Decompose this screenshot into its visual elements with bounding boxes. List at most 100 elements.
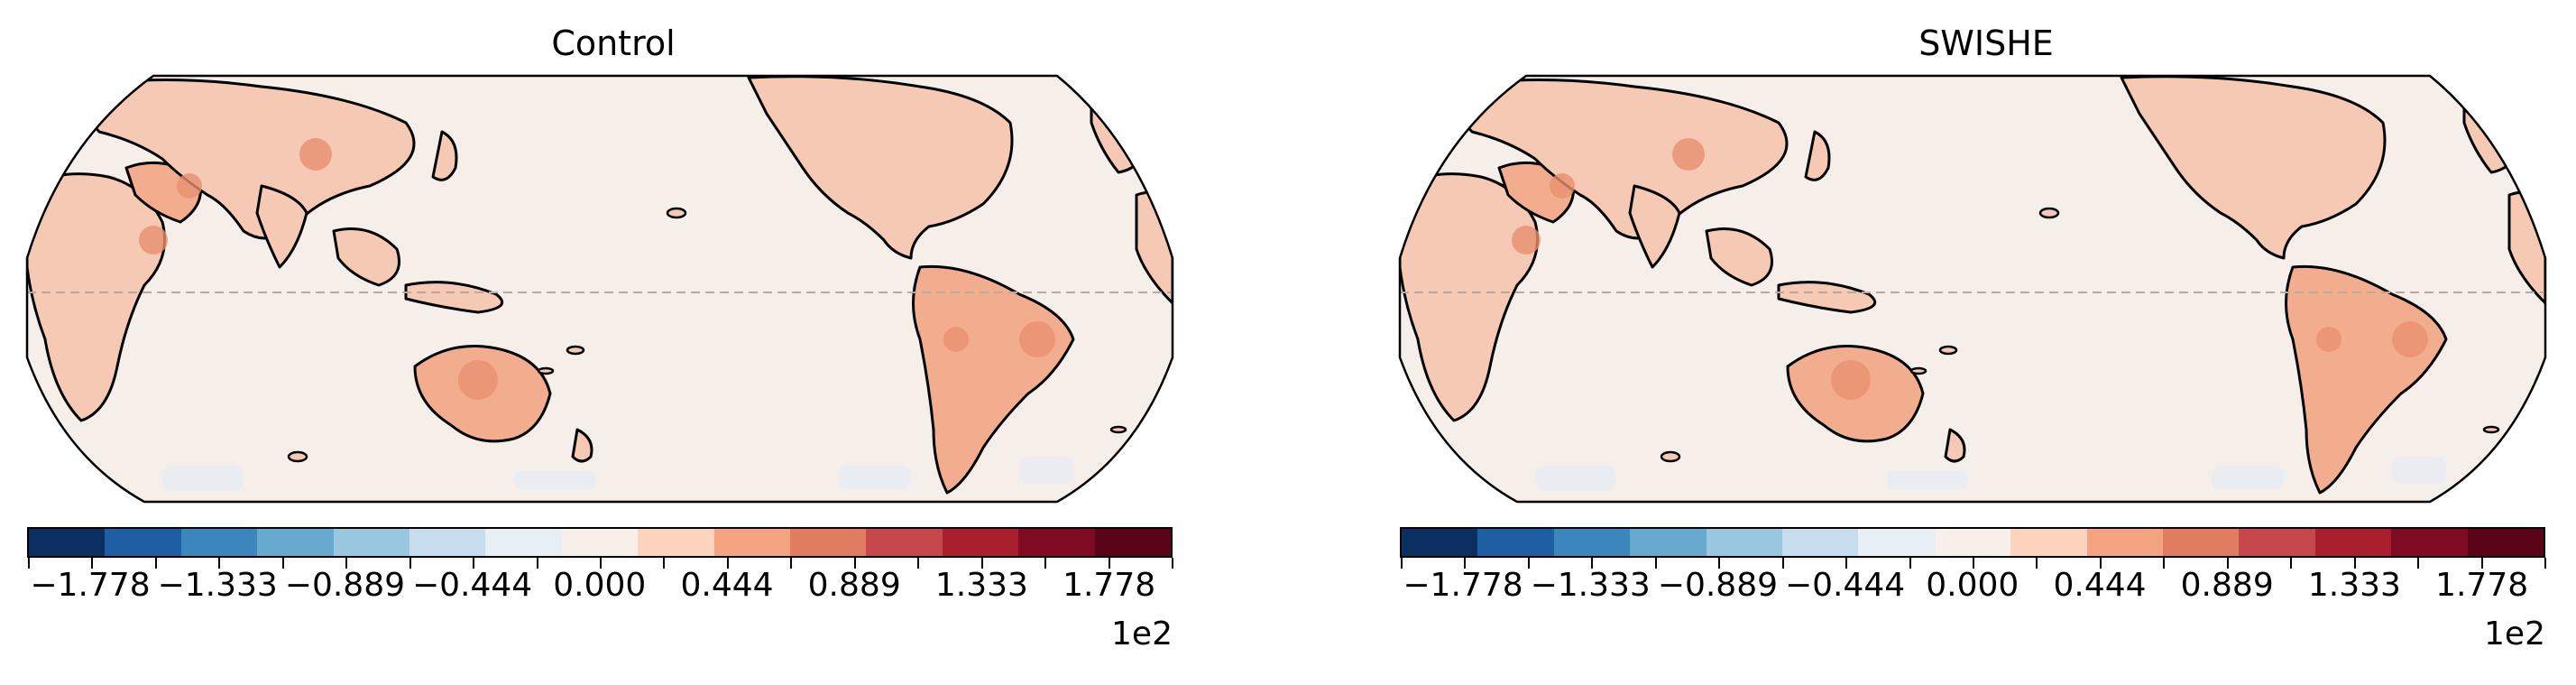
colorbar-segment [2467,529,2544,556]
colorbar [1400,527,2545,558]
southeast-asia-landmass [332,227,400,287]
map-panel-swishe: SWISHE −1.778 −1.333 −0.889 −0.444 0.000 0.44… [1398,0,2572,685]
warm-anomaly-spot [2392,321,2428,357]
colorbar-tick-labels: −1.778 −1.333 −0.889 −0.444 0.000 0.444 0.889 1… [27,567,1173,612]
map-projection-outline [1398,74,2547,504]
colorbar-segment [1706,529,1783,556]
colorbar-tick-label: 1.778 [2435,567,2529,604]
colorbar-tick-label: 1.333 [934,567,1028,604]
warm-anomaly-spot [299,138,332,171]
panel-title: Control [551,23,676,63]
colorbar-tick [663,558,666,569]
colorbar [27,527,1173,558]
colorbar-tick [1172,558,1173,569]
island [1909,366,1927,375]
colorbar-tick [1781,558,1784,569]
warm-anomaly-spot [2316,327,2341,352]
southeast-asia-landmass [1705,227,1773,287]
colorbar-segment [2163,529,2240,556]
island [287,450,308,463]
island [2038,207,2060,219]
colorbar-segment [2010,529,2087,556]
colorbar-segment [333,529,410,556]
colorbar-segment [1477,529,1554,556]
colorbar-segment [1858,529,1935,556]
colorbar-ticks [1400,558,2546,572]
colorbar-segment [1630,529,1707,556]
colorbar-tick [2417,558,2420,569]
antarctic-patch [1535,466,1616,491]
colorbar-tick-label: −0.889 [1657,567,1779,604]
north-america-landmass [2120,76,2387,260]
island [537,366,555,375]
colorbar-tick-label: −0.889 [284,567,406,604]
colorbar-segment [105,529,181,556]
colorbar-tick-label: −0.444 [411,567,533,604]
colorbar-segment [257,529,334,556]
colorbar-tick [536,558,538,569]
colorbar-tick-label: 0.000 [1926,567,2019,604]
world-map [25,74,1174,504]
colorbar-segment [1934,529,2011,556]
colorbar-segment [866,529,943,556]
antarctic-patch [2212,466,2284,489]
colorbar-tick [726,558,729,569]
antarctic-patch [1887,470,1968,490]
colorbar-segment [942,529,1019,556]
colorbar-segment [485,529,562,556]
indonesia-islands [404,281,504,314]
colorbar-segment [561,529,639,556]
warm-anomaly-spot [943,327,969,352]
colorbar-segment [638,529,714,556]
map-projection-outline [25,74,1174,504]
antarctic-patch [514,470,595,490]
warm-anomaly-spot [458,360,498,400]
colorbar-tick [1654,558,1657,569]
india-landmass [1628,184,1681,269]
new-zealand-islands [571,428,593,463]
colorbar-tick-label: 0.000 [553,567,647,604]
colorbar-tick [600,558,602,569]
colorbar-tick [1108,558,1110,569]
colorbar-tick [2099,558,2102,569]
colorbar-tick-label: 0.444 [2053,567,2147,604]
colorbar-tick-label: 1.778 [1063,567,1156,604]
colorbar-tick [473,558,475,569]
colorbar-tick [1718,558,1721,569]
colorbar-tick-labels: −1.778 −1.333 −0.889 −0.444 0.000 0.444 0.889 1… [1400,567,2545,612]
warm-anomaly-spot [139,226,168,255]
japan-landmass [1804,130,1831,181]
colorbar-tick [1527,558,1530,569]
africa-landmass [27,172,166,422]
colorbar-tick [409,558,411,569]
island [2482,425,2500,434]
colorbar-segment [790,529,867,556]
colorbar-segment [180,529,258,556]
colorbar-tick [154,558,157,569]
colorbar-tick [790,558,793,569]
colorbar-segment [2314,529,2392,556]
colorbar-tick [853,558,856,569]
colorbar-segment [713,529,791,556]
island [1660,450,1681,463]
colorbar-tick-label: −0.444 [1784,567,1906,604]
new-zealand-islands [1944,428,1966,463]
world-map [1398,74,2547,504]
colorbar-tick [1973,558,1974,569]
japan-landmass [431,130,458,181]
colorbar-segment [2391,529,2468,556]
colorbar-tick [1044,558,1047,569]
colorbar-tick [1464,558,1467,569]
map-panel-control: Control −1.778 −1.333 −0.889 −0.444 0.000 0.4… [25,0,1200,685]
colorbar-exponent: 1e2 [2484,616,2545,653]
colorbar-tick-label: −1.778 [1403,567,1523,604]
antarctic-patch [1019,457,1073,484]
colorbar-tick [2290,558,2293,569]
colorbar-tick [1401,558,1403,569]
panel-title: SWISHE [1918,23,2054,63]
colorbar-segment [2086,529,2164,556]
colorbar-tick-label: −1.333 [1530,567,1651,604]
colorbar-tick [2353,558,2356,569]
colorbar-tick [1591,558,1594,569]
india-landmass [255,184,308,269]
